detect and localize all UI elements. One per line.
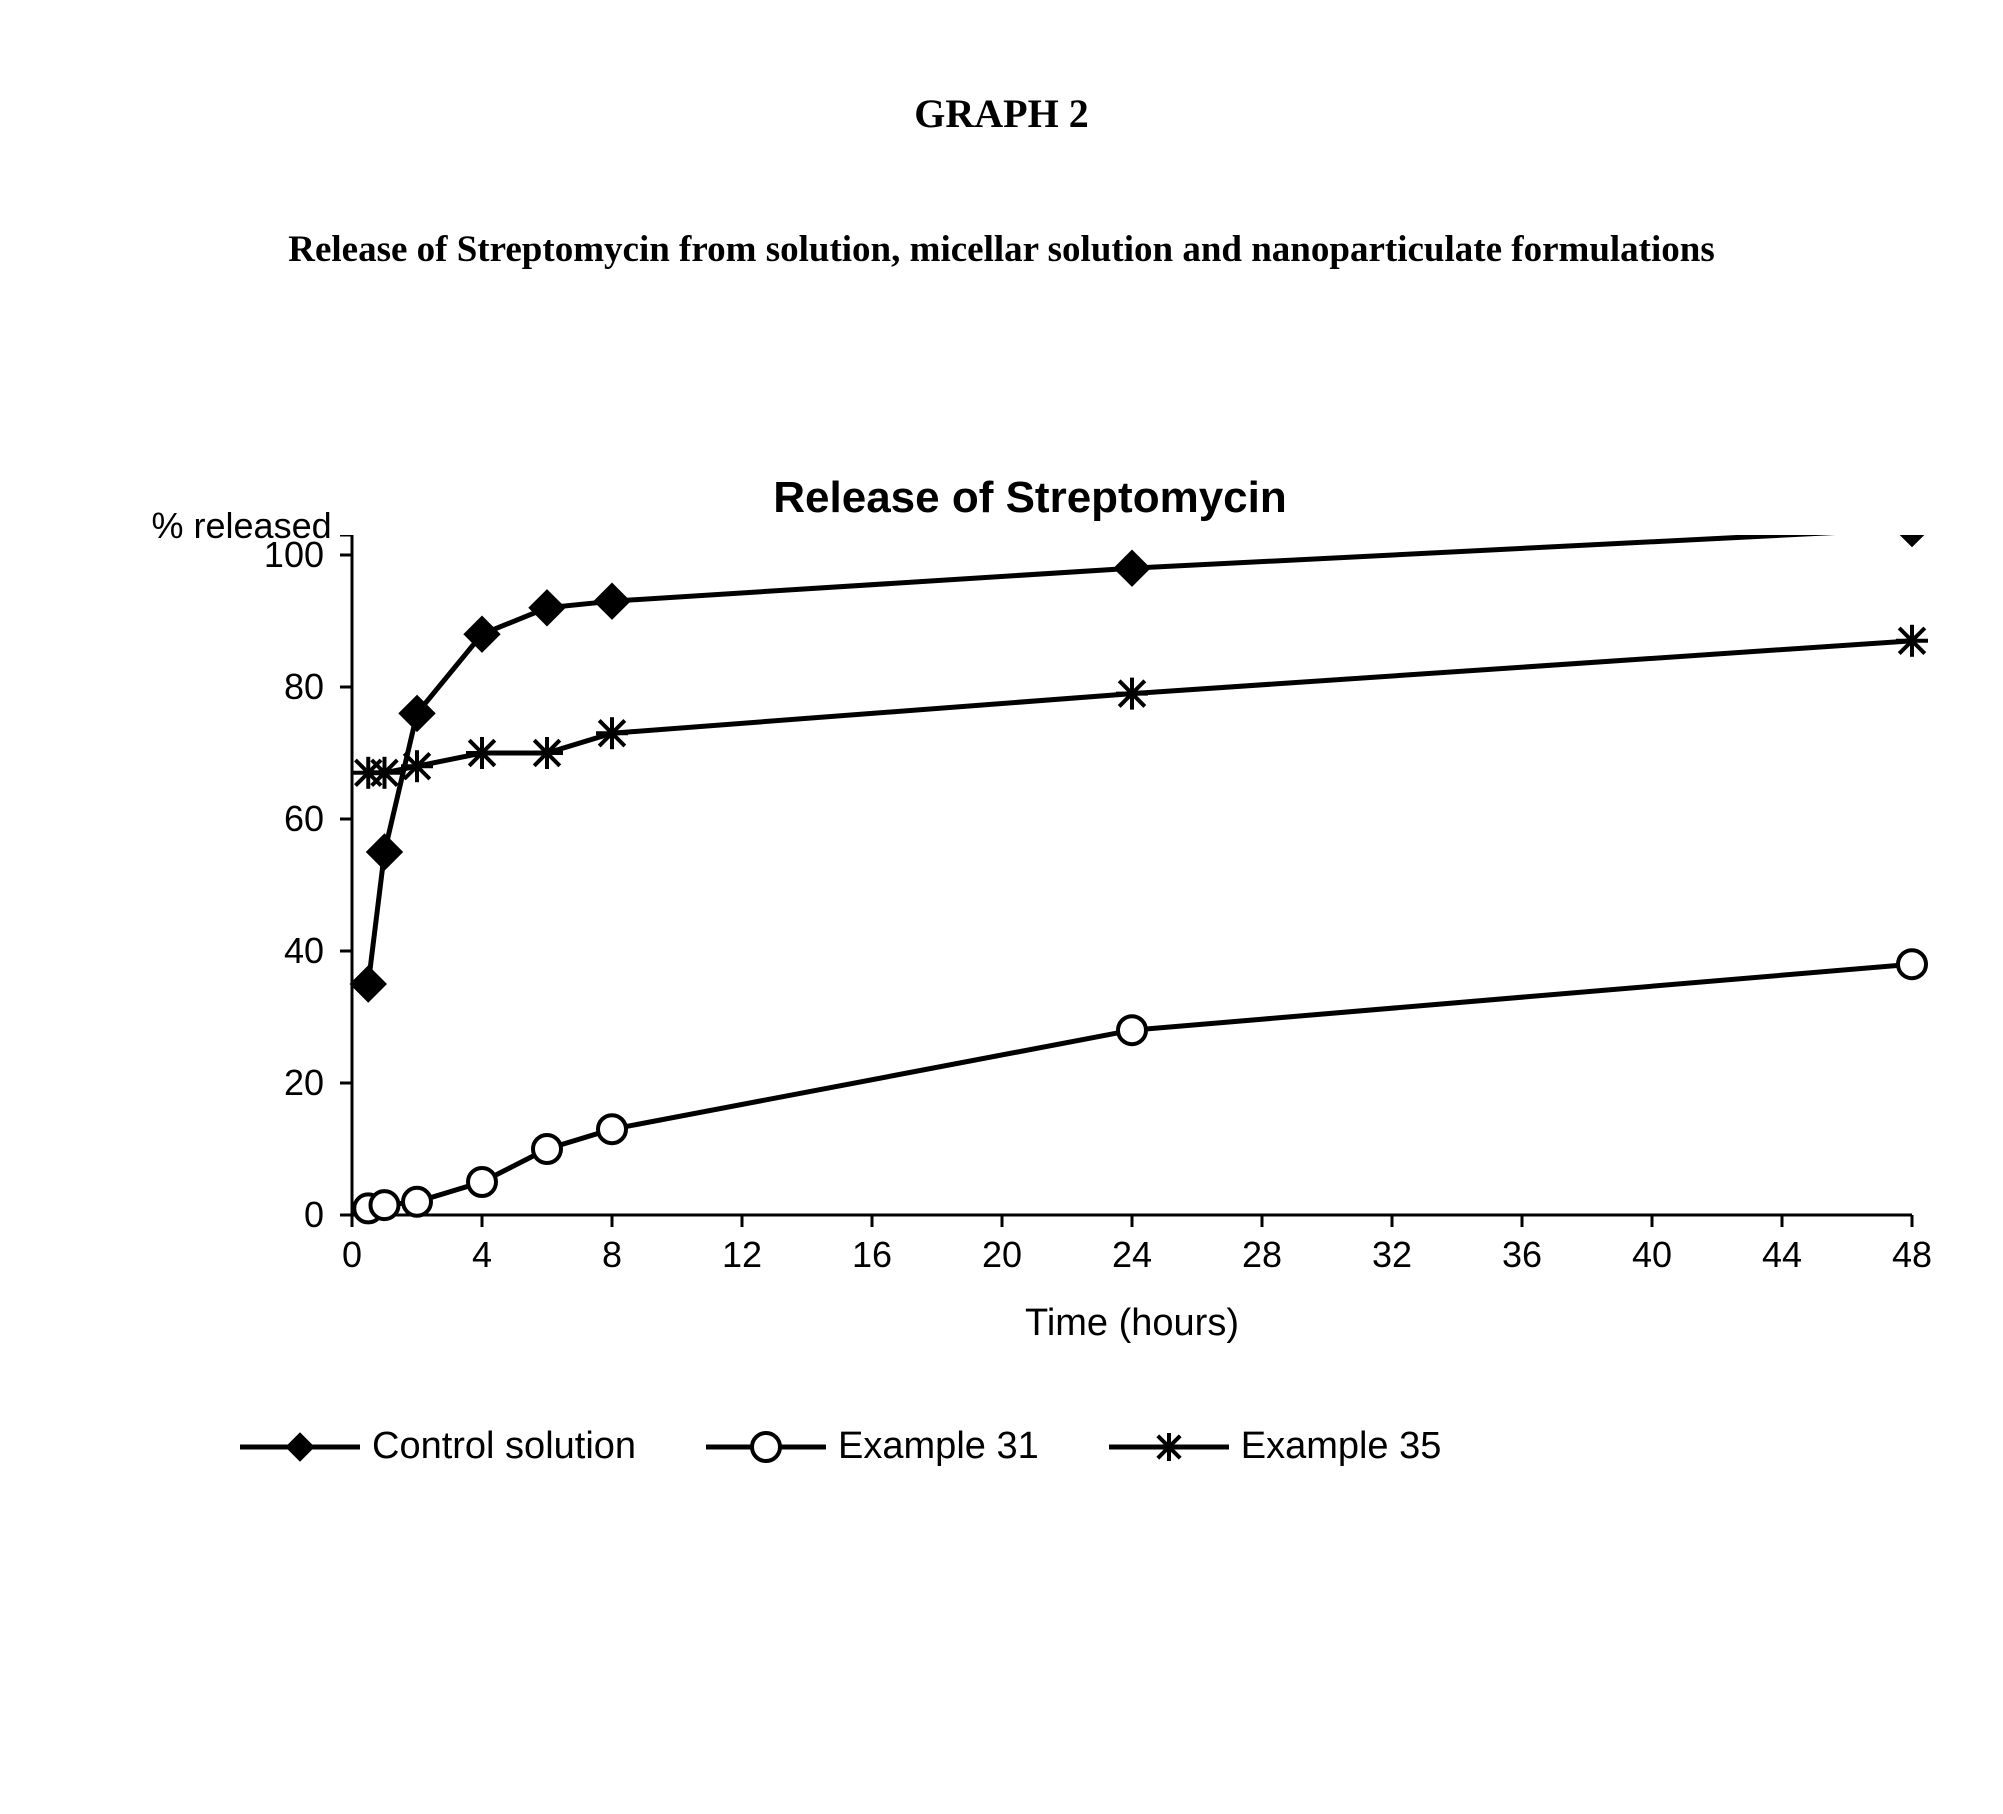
marker-circle-icon xyxy=(468,1168,496,1196)
marker-asterisk-icon xyxy=(1155,1433,1183,1461)
marker-asterisk-icon xyxy=(1116,678,1148,710)
y-tick-label: 60 xyxy=(283,798,323,839)
legend-label: Example 35 xyxy=(1241,1425,1442,1468)
chart-container: 02040608010004812162024283236404448Time … xyxy=(52,535,1952,1355)
legend-swatch xyxy=(240,1427,360,1467)
subtitle: Release of Streptomycin from solution, m… xyxy=(202,227,1802,273)
x-tick-label: 40 xyxy=(1631,1234,1671,1275)
marker-diamond-icon xyxy=(286,1433,314,1461)
legend-label: Control solution xyxy=(372,1425,636,1468)
marker-asterisk-icon xyxy=(466,737,498,769)
x-tick-label: 20 xyxy=(981,1234,1021,1275)
marker-circle-icon xyxy=(1898,950,1926,978)
x-tick-label: 8 xyxy=(601,1234,621,1275)
x-tick-label: 32 xyxy=(1371,1234,1411,1275)
x-tick-label: 12 xyxy=(721,1234,761,1275)
x-tick-label: 36 xyxy=(1501,1234,1541,1275)
marker-diamond-icon xyxy=(594,583,630,619)
series-line xyxy=(368,964,1912,1208)
legend-item: Example 31 xyxy=(706,1425,1039,1468)
marker-diamond-icon xyxy=(1114,550,1150,586)
legend-swatch xyxy=(1109,1427,1229,1467)
legend-swatch xyxy=(706,1427,826,1467)
marker-circle-icon xyxy=(752,1433,780,1461)
marker-circle-icon xyxy=(403,1188,431,1216)
legend: Control solution Example 31 Example 35 xyxy=(240,1425,2003,1468)
x-tick-label: 0 xyxy=(341,1234,361,1275)
legend-item: Control solution xyxy=(240,1425,636,1468)
x-tick-label: 24 xyxy=(1111,1234,1151,1275)
marker-circle-icon xyxy=(598,1115,626,1143)
x-tick-label: 4 xyxy=(471,1234,491,1275)
marker-asterisk-icon xyxy=(401,750,433,782)
x-tick-label: 16 xyxy=(851,1234,891,1275)
y-axis-title: % released xyxy=(152,505,332,547)
legend-label: Example 31 xyxy=(838,1425,1039,1468)
y-tick-label: 40 xyxy=(283,930,323,971)
graph-number: GRAPH 2 xyxy=(0,90,2003,137)
marker-asterisk-icon xyxy=(596,717,628,749)
marker-asterisk-icon xyxy=(1896,625,1928,657)
marker-circle-icon xyxy=(533,1135,561,1163)
y-tick-label: 80 xyxy=(283,666,323,707)
page: GRAPH 2 Release of Streptomycin from sol… xyxy=(0,0,2003,1814)
y-tick-label: 20 xyxy=(283,1062,323,1103)
marker-diamond-icon xyxy=(350,966,386,1002)
marker-diamond-icon xyxy=(529,590,565,626)
series-control-solution xyxy=(350,535,1930,1002)
legend-item: Example 35 xyxy=(1109,1425,1442,1468)
series-example-35 xyxy=(352,625,1928,789)
x-tick-label: 48 xyxy=(1891,1234,1931,1275)
marker-asterisk-icon xyxy=(368,757,400,789)
x-axis-title: Time (hours) xyxy=(1025,1302,1239,1344)
marker-diamond-icon xyxy=(366,834,402,870)
x-tick-label: 28 xyxy=(1241,1234,1281,1275)
marker-circle-icon xyxy=(1118,1016,1146,1044)
x-tick-label: 44 xyxy=(1761,1234,1801,1275)
marker-circle-icon xyxy=(370,1191,398,1219)
chart-title: Release of Streptomycin xyxy=(180,473,1880,523)
series-line xyxy=(368,641,1912,773)
y-tick-label: 0 xyxy=(303,1194,323,1235)
marker-asterisk-icon xyxy=(531,737,563,769)
chart-svg: 02040608010004812162024283236404448Time … xyxy=(52,535,1952,1355)
series-example-31 xyxy=(354,950,1926,1222)
marker-diamond-icon xyxy=(1894,535,1930,547)
